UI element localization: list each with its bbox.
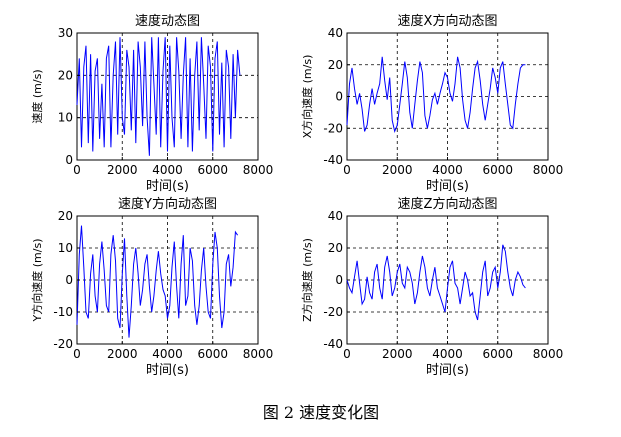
axes-frame [346, 215, 549, 345]
y-tick-label: 0 [65, 153, 73, 167]
y-tick-label: 20 [328, 241, 343, 255]
x-tick-label: 6000 [482, 163, 513, 177]
x-tick-label: 4000 [152, 163, 183, 177]
x-axis-label: 时间(s) [146, 363, 189, 378]
chart-title: 速度Z方向动态图 [398, 196, 498, 212]
y-tick-label: 0 [65, 273, 73, 287]
x-axis-label: 时间(s) [426, 363, 469, 378]
y-tick-label: -40 [323, 337, 343, 351]
axes-frame [346, 32, 549, 161]
x-tick-label: 0 [343, 347, 351, 361]
y-tick-label: 30 [58, 26, 73, 40]
y-tick-label: 20 [58, 68, 73, 82]
y-tick-label: 40 [328, 26, 343, 40]
x-tick-label: 4000 [432, 163, 463, 177]
y-tick-label: -10 [53, 305, 73, 319]
y-axis-label: Z方向速度 (m/s) [300, 238, 314, 322]
chart-title: 速度X方向动态图 [398, 13, 498, 29]
x-tick-label: 0 [343, 163, 351, 177]
y-tick-label: -40 [323, 153, 343, 167]
y-tick-label: -20 [53, 337, 73, 351]
x-tick-label: 2000 [382, 347, 413, 361]
y-tick-label: 20 [328, 58, 343, 72]
x-tick-label: 6000 [197, 347, 228, 361]
chart-panel-4: 0 2000 4000 6000 8000 -40 -20 0 20 40 速度Z方向动态图时间(s… [300, 196, 563, 378]
x-tick-label: 8000 [533, 347, 564, 361]
series-line [76, 37, 241, 156]
y-tick-label: -20 [323, 121, 343, 135]
series-line [76, 225, 239, 338]
x-axis-label: 时间(s) [426, 179, 469, 194]
x-tick-label: 0 [73, 347, 81, 361]
y-axis-label: 速度 (m/s) [30, 69, 44, 123]
x-tick-label: 8000 [243, 163, 274, 177]
x-tick-label: 2000 [107, 163, 138, 177]
x-tick-label: 2000 [382, 163, 413, 177]
figure-caption: 图 2 速度变化图 [263, 403, 379, 422]
x-tick-label: 2000 [107, 347, 138, 361]
y-tick-label: 0 [335, 90, 343, 104]
chart-panel-3: 0 2000 4000 6000 8000 -20 -10 0 10 20 速度Y方向动态图时间(s… [30, 196, 273, 378]
y-tick-label: 0 [335, 273, 343, 287]
x-tick-label: 4000 [432, 347, 463, 361]
y-axis-label: Y方向速度 (m/s) [30, 239, 44, 323]
x-tick-label: 4000 [152, 347, 183, 361]
y-tick-label: 40 [328, 209, 343, 223]
y-tick-label: 10 [58, 111, 73, 125]
x-tick-label: 8000 [533, 163, 564, 177]
chart-title: 速度动态图 [135, 13, 200, 29]
x-tick-label: 0 [73, 163, 81, 177]
x-axis-label: 时间(s) [146, 179, 189, 194]
chart-panel-2: 0 2000 4000 6000 8000 -40 -20 0 20 40 速度X方向动态图时间(s… [300, 13, 563, 194]
series-line [346, 244, 526, 321]
y-axis-label: X方向速度 (m/s) [300, 55, 314, 139]
y-tick-label: 20 [58, 209, 73, 223]
x-tick-label: 6000 [197, 163, 228, 177]
y-tick-label: -20 [323, 305, 343, 319]
x-tick-label: 8000 [243, 347, 274, 361]
chart-title: 速度Y方向动态图 [118, 196, 217, 212]
series-line [346, 56, 526, 134]
x-tick-label: 6000 [482, 347, 513, 361]
y-tick-label: 10 [58, 241, 73, 255]
